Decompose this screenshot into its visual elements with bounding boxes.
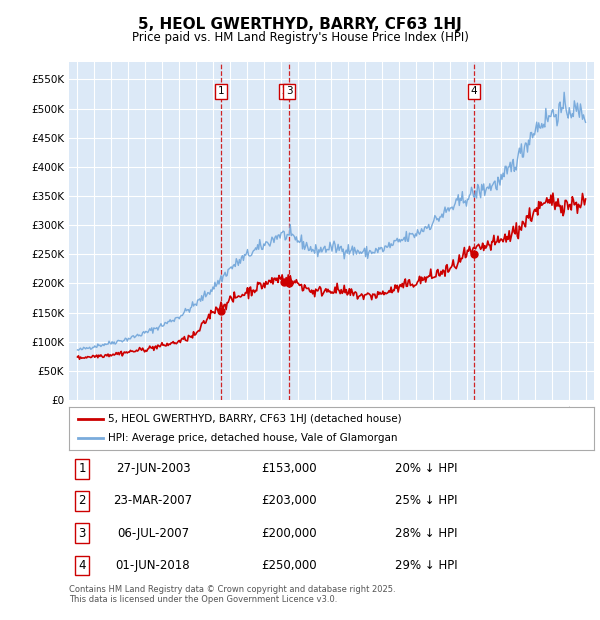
Text: 06-JUL-2007: 06-JUL-2007 [117,527,189,539]
Text: 1: 1 [218,86,224,96]
Text: 1: 1 [79,463,86,475]
Text: 3: 3 [79,527,86,539]
Text: 2: 2 [281,86,288,96]
Text: 01-JUN-2018: 01-JUN-2018 [116,559,190,572]
Text: 4: 4 [471,86,478,96]
Text: 29% ↓ HPI: 29% ↓ HPI [395,559,457,572]
Text: £153,000: £153,000 [262,463,317,475]
Text: £250,000: £250,000 [262,559,317,572]
Text: HPI: Average price, detached house, Vale of Glamorgan: HPI: Average price, detached house, Vale… [109,433,398,443]
Text: 25% ↓ HPI: 25% ↓ HPI [395,495,457,507]
Text: 5, HEOL GWERTHYD, BARRY, CF63 1HJ: 5, HEOL GWERTHYD, BARRY, CF63 1HJ [138,17,462,32]
Text: 20% ↓ HPI: 20% ↓ HPI [395,463,457,475]
Text: 27-JUN-2003: 27-JUN-2003 [116,463,190,475]
Text: 2: 2 [79,495,86,507]
Text: 5, HEOL GWERTHYD, BARRY, CF63 1HJ (detached house): 5, HEOL GWERTHYD, BARRY, CF63 1HJ (detac… [109,414,402,423]
Text: Contains HM Land Registry data © Crown copyright and database right 2025.
This d: Contains HM Land Registry data © Crown c… [69,585,395,604]
Text: 3: 3 [286,86,293,96]
Text: 4: 4 [79,559,86,572]
Text: £200,000: £200,000 [262,527,317,539]
Text: 23-MAR-2007: 23-MAR-2007 [113,495,193,507]
Text: Price paid vs. HM Land Registry's House Price Index (HPI): Price paid vs. HM Land Registry's House … [131,31,469,44]
Text: 28% ↓ HPI: 28% ↓ HPI [395,527,457,539]
Text: £203,000: £203,000 [262,495,317,507]
